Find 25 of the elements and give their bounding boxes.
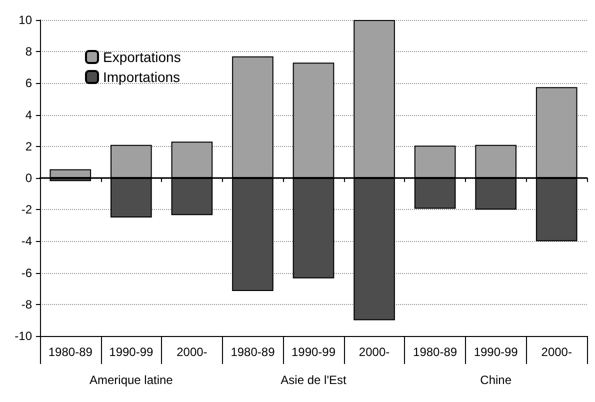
y-tick-label: 6 xyxy=(25,76,32,90)
x-tick-label: 1990-99 xyxy=(291,345,336,359)
legend-label: Exportations xyxy=(103,49,181,65)
y-tick-label: 2 xyxy=(25,139,32,154)
x-tick-label: 1990-99 xyxy=(109,345,154,359)
y-tick-label: 8 xyxy=(25,44,32,59)
y-tick-label: -6 xyxy=(21,266,32,280)
x-tick-label: 1980-89 xyxy=(48,345,93,359)
text: Amerique latine xyxy=(89,373,174,387)
text: Asie de l'Est xyxy=(280,373,347,387)
y-tick-label: -4 xyxy=(21,234,32,248)
y-tick-label: 10 xyxy=(18,13,32,27)
x-tick-label: 2000- xyxy=(358,345,390,359)
y-tick-label: 4 xyxy=(25,108,32,122)
x-tick-label: 1980-89 xyxy=(230,345,276,359)
legend-label: Importations xyxy=(103,69,180,85)
x-tick-label: 1980-89 xyxy=(413,345,458,359)
y-tick-label: -8 xyxy=(21,297,32,312)
text: Chine xyxy=(480,373,512,387)
y-tick-label: -2 xyxy=(21,202,32,217)
x-tick-label: 2000- xyxy=(176,345,208,359)
y-tick-label: 0 xyxy=(25,171,32,185)
y-tick-label: -10 xyxy=(14,329,32,343)
x-tick-label: 2000- xyxy=(541,345,572,359)
x-tick-label: 1990-99 xyxy=(474,345,518,359)
